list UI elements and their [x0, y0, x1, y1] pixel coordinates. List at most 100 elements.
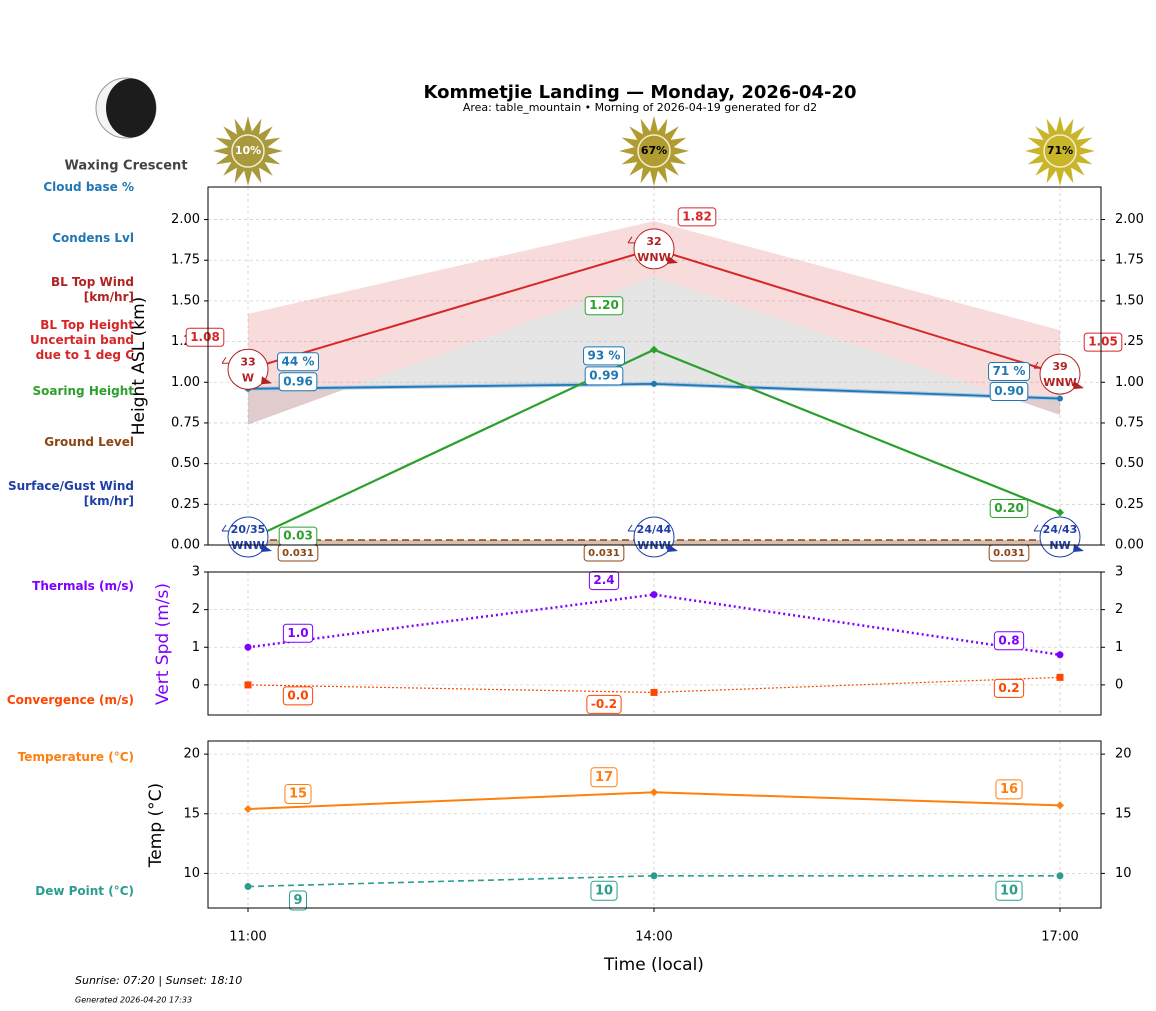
wind-arrow — [667, 255, 678, 264]
label-box — [282, 686, 314, 706]
y-tick-label: 0.75 — [171, 415, 200, 430]
y-tick-label: 0.00 — [171, 538, 200, 553]
convergence-line — [247, 676, 1061, 694]
data-label: 71 % — [993, 364, 1026, 378]
wind-speed: 20/35 — [231, 523, 266, 536]
wind-barb — [1033, 361, 1039, 369]
wind-speed: 32 — [646, 235, 661, 248]
label-box — [993, 631, 1025, 651]
wind-circle — [1039, 516, 1081, 558]
y-tick-label: 2.00 — [171, 212, 200, 227]
marker — [244, 883, 252, 891]
data-label: 1.08 — [190, 330, 220, 344]
wind-barb — [221, 356, 227, 364]
x-axis-label: Time (local) — [603, 955, 704, 975]
marker — [650, 688, 658, 696]
series-label: Condens Lvl — [52, 231, 134, 245]
label-box — [288, 890, 308, 911]
label-box — [278, 372, 318, 392]
marker — [650, 345, 658, 354]
y-tick-label-right: 0.75 — [1115, 415, 1144, 430]
data-label: 17 — [595, 770, 613, 785]
wind-direction: WNW — [1043, 376, 1076, 389]
y-tick-label-right: 20 — [1115, 747, 1132, 762]
marker — [244, 804, 252, 813]
data-label: 1.82 — [682, 209, 712, 223]
y-tick-label-right: 0.50 — [1115, 456, 1144, 471]
label-box — [277, 352, 319, 372]
y-tick-label-right: 0.25 — [1115, 497, 1144, 512]
wind-circle — [1039, 353, 1081, 395]
data-label: 0.96 — [283, 374, 313, 388]
data-label: 16 — [1000, 782, 1018, 797]
data-label: 1.20 — [589, 298, 619, 312]
y-tick-label: 2 — [192, 602, 200, 617]
thermals-line — [247, 593, 1061, 657]
wind-circle — [633, 516, 675, 558]
wind-arrow — [1073, 544, 1084, 552]
sun-rating-label: 71% — [1047, 144, 1073, 157]
data-label: 0.03 — [283, 529, 313, 543]
wind-barb — [627, 236, 633, 244]
label-box — [282, 623, 314, 643]
y-tick-label-right: 1 — [1115, 640, 1123, 655]
data-label: 0.90 — [994, 384, 1024, 398]
marker — [650, 591, 658, 599]
label-box — [590, 767, 618, 788]
wind-arrow — [261, 376, 272, 385]
wind-direction: W — [242, 371, 254, 384]
y-tick-label: 1 — [192, 640, 200, 655]
y-tick-label-right: 0 — [1115, 677, 1123, 692]
plot-frame — [207, 740, 1102, 909]
label-box — [995, 880, 1023, 901]
wind-speed: 39 — [1052, 360, 1067, 373]
data-label: 9 — [293, 893, 302, 908]
y-axis-label: Temp (°C) — [146, 783, 166, 868]
wind-direction: WNW — [637, 251, 670, 264]
wind-speed: 24/44 — [637, 523, 672, 536]
x-tick-label: 11:00 — [229, 930, 266, 945]
plot-frame — [207, 571, 1102, 716]
y-axis-label: Height ASL (km) — [129, 297, 149, 436]
y-tick-label-right: 1.50 — [1115, 293, 1144, 308]
marker — [1056, 508, 1064, 517]
label-box — [583, 346, 625, 366]
label-box — [993, 678, 1025, 698]
sun-rating — [637, 134, 671, 168]
wind-speed: 33 — [240, 355, 255, 368]
y-tick-label-right: 2 — [1115, 602, 1123, 617]
series-label: Soaring Height — [32, 384, 135, 398]
label-box — [586, 694, 622, 714]
data-label: 10 — [1000, 883, 1018, 898]
wind-arrow — [261, 544, 272, 552]
marker — [1056, 801, 1064, 810]
y-tick-label-right: 2.00 — [1115, 212, 1144, 227]
series-label: Surface/Gust Wind [km/hr] — [8, 479, 134, 508]
uncertainty-band — [248, 221, 1060, 425]
label-box — [284, 783, 312, 804]
data-label: 1.0 — [287, 626, 308, 640]
y-tick-label-right: 0.00 — [1115, 538, 1144, 553]
y-axis-label: Vert Spd (m/s) — [153, 583, 173, 705]
label-box — [677, 207, 717, 227]
label-box — [590, 880, 618, 901]
y-tick-label-right: 1.00 — [1115, 375, 1144, 390]
data-label: 15 — [289, 786, 307, 801]
label-box — [989, 382, 1029, 402]
marker — [1056, 673, 1064, 681]
wind-circle — [227, 348, 269, 390]
chart-subtitle: Area: table_mountain • Morning of 2026-0… — [463, 101, 817, 114]
data-label: 0.8 — [998, 633, 1019, 647]
generated-note: Generated 2026-04-20 17:33 — [75, 996, 192, 1005]
y-tick-label: 3 — [192, 565, 200, 580]
y-tick-label: 1.00 — [171, 375, 200, 390]
y-tick-label: 1.50 — [171, 293, 200, 308]
plot-frame — [207, 186, 1102, 546]
marker — [1056, 651, 1064, 659]
moon-phase: Waxing Crescent — [64, 159, 187, 174]
data-label: 0.0 — [287, 688, 308, 702]
series-label: BL Top Height Uncertain band due to 1 de… — [30, 318, 134, 362]
data-label: 10 — [595, 883, 613, 898]
